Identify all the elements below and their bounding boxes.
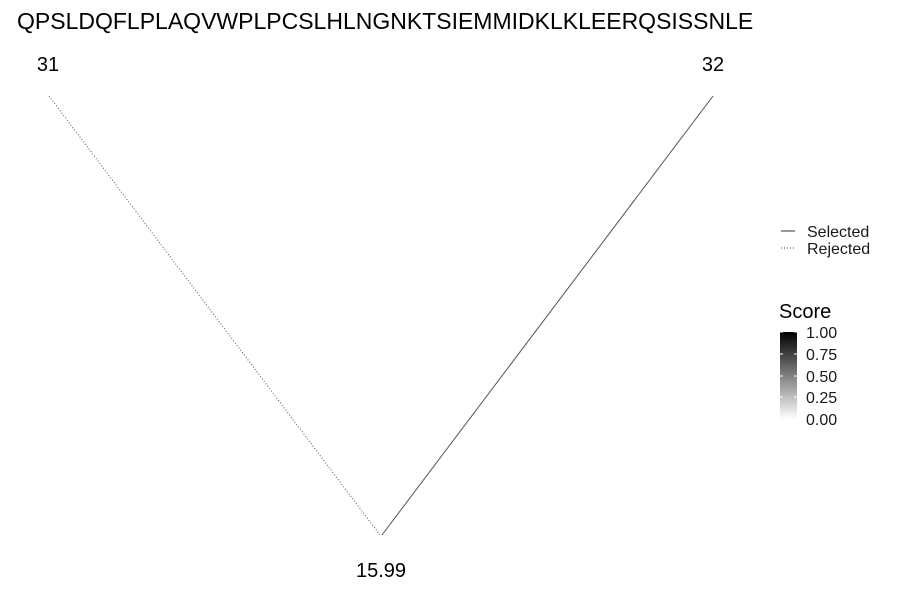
score-tick-label: 0.25 (806, 390, 837, 407)
node-right-label: 32 (702, 54, 724, 76)
score-legend: Score 1.00 0.75 0.50 0.25 0.00 (779, 301, 837, 429)
score-legend-title: Score (779, 301, 831, 323)
score-tick-label: 1.00 (806, 325, 837, 342)
legend-rejected-label: Rejected (807, 241, 870, 258)
node-left-label: 31 (37, 54, 59, 76)
score-tick-label: 0.75 (806, 347, 837, 364)
line-type-legend: Selected Rejected (781, 224, 870, 258)
edge-rejected-line (48, 95, 381, 536)
legend-selected-label: Selected (807, 224, 869, 241)
node-bottom-label: 15.99 (356, 560, 406, 582)
score-colorbar (780, 332, 797, 419)
sequence-title: QPSLDQFLPLAQVWPLPCSLHLNGNKTSIEMMIDKLKLEE… (17, 8, 753, 34)
score-tick-label: 0.50 (806, 369, 837, 386)
score-tick-label: 0.00 (806, 412, 837, 429)
edge-selected-line (381, 95, 714, 536)
